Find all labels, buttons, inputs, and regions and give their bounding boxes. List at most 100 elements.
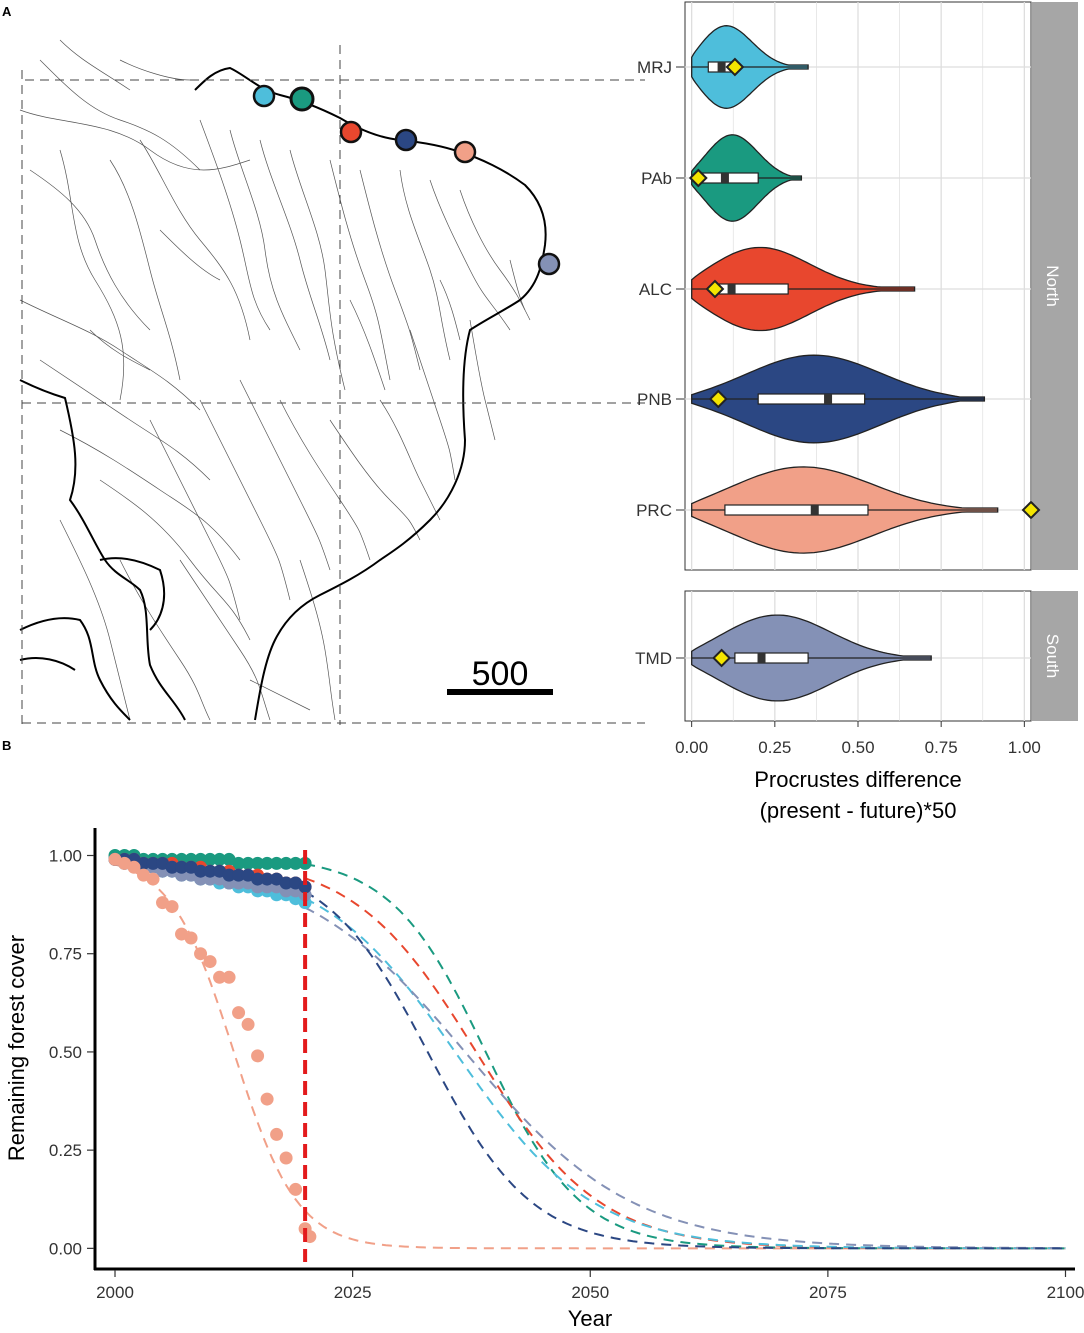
site-marker-prc [453, 140, 477, 164]
observed-point-pnb [194, 864, 208, 878]
violin-group-label: MRJ [637, 58, 672, 77]
scale-bar-label: 500 [472, 655, 529, 693]
violin-observed-diamond [1021, 500, 1041, 520]
observed-point-pab [251, 856, 265, 870]
map-rivers [19, 39, 531, 721]
violin-group-label: PRC [636, 501, 672, 520]
observed-point-prc [194, 947, 208, 961]
violin-box [757, 393, 866, 405]
violin-group-label: TMD [635, 649, 672, 668]
projection-line-pnb [304, 890, 1066, 1250]
violin-box [724, 504, 869, 516]
violin-box [734, 652, 809, 664]
x-tick-label: 2100 [1047, 1283, 1084, 1302]
observed-point-pnb [260, 872, 274, 886]
projection-line-mrj [304, 897, 1066, 1250]
violin-box [701, 172, 759, 184]
projection-lines [114, 863, 1066, 1250]
y-axis-ticks: 0.00 0.25 0.50 0.75 1.00 [49, 847, 94, 1258]
site-marker-pnb [394, 128, 418, 152]
panel-b-label: B [2, 738, 11, 753]
observed-point-prc [203, 955, 217, 969]
site-marker-mrj [252, 84, 276, 108]
observed-point-pab [203, 852, 217, 866]
observed-point-pnb [165, 860, 179, 874]
x-axis-ticks: 2000 2025 2050 2075 2100 [96, 1270, 1084, 1302]
violin-x-axis-title-line1: Procrustes difference [754, 767, 961, 792]
projection-line-prc [114, 863, 1066, 1250]
projection-line-pab [304, 863, 1066, 1250]
observed-point-pnb [203, 864, 217, 878]
observed-point-pnb [251, 872, 265, 886]
violin-x-tick-label: 0.75 [925, 738, 958, 757]
x-tick-label: 2000 [96, 1283, 134, 1302]
violin-box [714, 283, 789, 295]
observed-point-pab [260, 856, 274, 870]
facet-strip-north [1032, 2, 1078, 570]
observed-point-prc [251, 1049, 265, 1063]
violin-observed-diamond [708, 389, 728, 409]
y-tick-label: 0.00 [49, 1239, 82, 1258]
violin-observed-diamond [725, 57, 745, 77]
violin-observed-diamond [688, 168, 708, 188]
observed-point-prc [127, 860, 141, 874]
violin-group-label: ALC [639, 280, 672, 299]
observed-point-pnb [222, 868, 236, 882]
observed-point-prc [289, 1182, 303, 1196]
y-tick-label: 0.25 [49, 1141, 82, 1160]
site-marker-tmd [537, 252, 561, 276]
observed-point-pab [213, 852, 227, 866]
site-marker-alc [339, 120, 363, 144]
violin-median [720, 173, 729, 183]
observed-point-pab [241, 856, 255, 870]
violin-x-tick-label: 0.50 [841, 738, 874, 757]
x-axis-title: Year [568, 1306, 612, 1331]
y-tick-label: 0.75 [49, 945, 82, 964]
facet-strip-south [1032, 591, 1078, 721]
facet-label-south: South [1043, 634, 1062, 678]
violin-observed-diamond [712, 648, 732, 668]
observed-point-prc [184, 931, 198, 945]
violin-marks [688, 25, 1041, 702]
observed-point-prc [222, 970, 236, 984]
violin-median [757, 653, 766, 663]
observed-point-prc [270, 1127, 284, 1141]
projection-line-tmd [304, 906, 1066, 1250]
observed-point-prc [241, 1017, 255, 1031]
observed-point-prc [213, 970, 227, 984]
violin-x-ticks: 0.00 0.25 0.50 0.75 1.00 [675, 721, 1041, 757]
x-tick-label: 2050 [571, 1283, 609, 1302]
forest-cover-plot: 2000 2025 2050 2075 2100 0.00 0.25 0.50 0.75 1.0… [4, 828, 1084, 1331]
violin-median [824, 394, 833, 404]
observed-point-pab [270, 856, 284, 870]
observed-point-pnb [279, 876, 293, 890]
observed-point-pab [279, 856, 293, 870]
facet-label-north: North [1043, 265, 1062, 307]
observed-point-pnb [298, 880, 312, 894]
observed-points [108, 849, 317, 1244]
observed-point-prc [279, 1151, 293, 1165]
violin-x-tick-label: 0.00 [675, 738, 708, 757]
violin-x-tick-label: 1.00 [1008, 738, 1041, 757]
violin-observed-diamond [705, 279, 725, 299]
observed-point-pab [289, 856, 303, 870]
observed-point-prc [260, 1092, 274, 1106]
y-tick-label: 0.50 [49, 1043, 82, 1062]
observed-point-pnb [232, 868, 246, 882]
violin-x-tick-label: 0.25 [758, 738, 791, 757]
map-extent-guides [21, 45, 645, 725]
observed-point-prc [232, 1006, 246, 1020]
map-borders [19, 66, 547, 721]
violin-median [727, 284, 736, 294]
site-marker-pab [289, 86, 315, 112]
x-tick-label: 2075 [809, 1283, 847, 1302]
violin-x-axis-title-line2: (present - future)*50 [760, 798, 957, 823]
observed-point-prc [165, 900, 179, 914]
violin-median [810, 505, 819, 515]
violin-group-label: PNB [637, 390, 672, 409]
y-tick-label: 1.00 [49, 847, 82, 866]
violin-group-label: PAb [641, 169, 672, 188]
violin-median [717, 62, 726, 72]
y-axis-title: Remaining forest cover [4, 935, 29, 1161]
observed-point-prc [146, 872, 160, 886]
